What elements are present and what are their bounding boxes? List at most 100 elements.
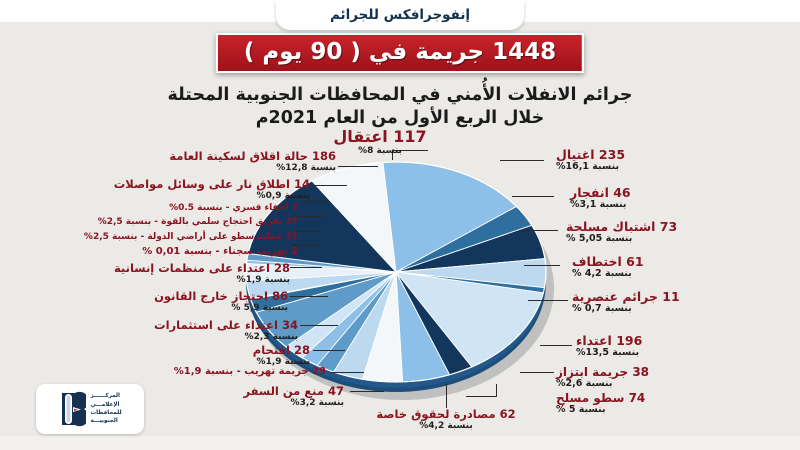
label-assassination-pct: بنسبة 16,1% xyxy=(556,161,620,172)
label-armed-robbery-title: 74 سطو مسلح xyxy=(556,391,646,405)
page-title-line1: جرائم الانفلات الأُمني في المحافظات الجن… xyxy=(167,85,633,105)
logo-line4: الجنوبيـــة xyxy=(90,418,118,425)
leader-arrest xyxy=(392,150,428,151)
leader-arrest-v xyxy=(392,150,393,160)
leader-travel xyxy=(350,391,384,392)
label-investment-assault-pct: بنسبة 2,3% xyxy=(244,331,298,342)
label-smuggling-title: 29 جريمة تهريب - بنسبة 1,9% xyxy=(173,366,326,377)
label-rights-seizure-title: 62 مصادرة لحقوق خاصة xyxy=(376,407,516,421)
logo-line3: للمحافظات xyxy=(90,410,122,416)
label-illegal-detention-pct: بنسبة 5,9 % xyxy=(231,302,288,313)
label-investment-assault-title: 34 اعتداء على استثمارات xyxy=(154,318,298,332)
pie-chart xyxy=(226,148,566,410)
label-transport-shooting-pct: بنسبة 0,9% xyxy=(256,190,310,201)
leader-storming xyxy=(313,350,345,351)
label-armed-clash-pct: بنسبة 5,05 % xyxy=(566,233,633,244)
label-armed-clash: 73 اشتباك مسلحة بنسبة 5,05 % xyxy=(566,220,794,245)
label-racist-crimes-title: 11 جرائم عنصرية xyxy=(572,289,680,304)
label-prisoner-smuggle-title: 2 تهريب سجناء - بنسبة 0,01 % xyxy=(142,246,298,257)
leader-kidnap xyxy=(524,265,560,266)
label-travel-ban: 47 منع من السفر بنسبة 3,2% xyxy=(120,385,344,408)
total-banner-box: 1448 جريمة في ( 90 يوم ) xyxy=(215,33,585,73)
logo-line2: الإعلامـــي xyxy=(90,401,120,408)
label-explosion-pct: بنسبة 3,1% xyxy=(570,199,627,210)
label-travel-ban-title: 47 منع من السفر xyxy=(243,384,344,398)
top-ribbon: إنفوجرافكس للجرائم xyxy=(276,0,524,30)
label-assassination: 235 اغتيال بنسبة 16,1% xyxy=(556,148,794,173)
leader-detention xyxy=(290,296,328,297)
label-ngo-assault: 28 اعتداء على منظمات إنسانية بنسبة 1,9% xyxy=(20,262,290,285)
leader-disappear xyxy=(300,201,330,202)
label-smuggling: 29 جريمة تهريب - بنسبة 1,9% xyxy=(70,366,326,377)
leader-robbery xyxy=(466,396,496,397)
label-assault-title: 196 اعتداء xyxy=(576,333,643,348)
total-banner-text: 1448 جريمة في ( 90 يوم ) xyxy=(243,39,557,65)
label-armed-robbery: 74 سطو مسلح بنسبة 5 % xyxy=(556,391,794,416)
label-storming-pct: بنسبة 1,9% xyxy=(256,356,310,367)
label-explosion-title: 46 انفجار xyxy=(570,185,631,200)
leader-assault xyxy=(540,345,572,346)
label-extortion-title: 38 جريمة ابتزاز xyxy=(556,365,650,379)
leader-clash xyxy=(520,230,558,231)
label-ngo-assault-title: 28 اعتداء على منظمات إنسانية xyxy=(113,261,290,275)
label-illegal-detention-title: 86 احتجاز خارج القانون xyxy=(154,289,288,303)
label-protest-dispersal-title: 37 تفريق احتجاج سلمي بالقوة - بنسبة 2,5% xyxy=(97,217,298,227)
leader-stateland xyxy=(292,231,322,232)
label-prisoner-smuggle: 2 تهريب سجناء - بنسبة 0,01 % xyxy=(20,246,298,257)
page-title-line2: خلال الربع الأول من العام 2021م xyxy=(255,108,545,129)
label-state-land-robbery: 37 عملية سطو على أراضي الدولة - بنسبة 2,… xyxy=(4,232,298,242)
label-transport-shooting-title: 14 اطلاق نار على وسائل مواصلات xyxy=(113,177,310,191)
label-illegal-detention: 86 احتجاز خارج القانون بنسبة 5,9 % xyxy=(30,290,288,313)
label-public-disturbance-title: 186 حالة اقلاق لسكينة العامة xyxy=(169,149,336,163)
logo-text: المركــــــز الإعلامـــي للمحافظات الجنو… xyxy=(90,392,121,426)
label-racist-crimes-pct: بنسبة 0,7 % xyxy=(572,303,632,314)
leader-extortion xyxy=(520,372,554,373)
label-storming-title: 28 اقتحام xyxy=(252,343,310,357)
label-kidnapping-title: 61 اختطاف xyxy=(572,254,644,269)
leader-transport xyxy=(313,185,347,186)
label-rights-seizure-pct: بنسبة 4,2% xyxy=(419,420,473,431)
label-storming: 28 اقتحام بنسبة 1,9% xyxy=(90,344,310,367)
label-assassination-title: 235 اغتيال xyxy=(556,147,626,162)
leader-investment xyxy=(300,325,338,326)
logo-line1: المركــــــز xyxy=(90,393,120,400)
label-explosion: 46 انفجار بنسبة 3,1% xyxy=(570,186,794,211)
leader-racist xyxy=(528,300,568,301)
label-kidnapping-pct: بنسبة 4,2 % xyxy=(572,268,632,279)
label-extortion: 38 جريمة ابتزاز بنسبة 2,6% xyxy=(556,365,794,390)
page-title: جرائم الانفلات الأُمني في المحافظات الجن… xyxy=(0,84,800,130)
leader-smuggling xyxy=(330,372,364,373)
logo-mark-icon xyxy=(58,389,90,429)
leader-robbery-v xyxy=(496,384,497,397)
label-protest-dispersal: 37 تفريق احتجاج سلمي بالقوة - بنسبة 2,5% xyxy=(6,217,298,227)
leader-protest xyxy=(295,216,325,217)
label-arrest-title: 117 اعتقال xyxy=(333,127,427,146)
label-ngo-assault-pct: بنسبة 1,9% xyxy=(236,274,290,285)
label-state-land-robbery-title: 37 عملية سطو على أراضي الدولة - بنسبة 2,… xyxy=(83,232,298,242)
total-banner: 1448 جريمة في ( 90 يوم ) xyxy=(215,33,585,73)
label-armed-clash-title: 73 اشتباك مسلحة xyxy=(566,219,678,234)
leader-rights-v xyxy=(446,384,447,408)
label-armed-robbery-pct: بنسبة 5 % xyxy=(556,404,606,416)
label-travel-ban-pct: بنسبة 3,2% xyxy=(290,397,344,408)
label-public-disturbance: 186 حالة اقلاق لسكينة العامة بنسبة 12,8% xyxy=(10,150,336,173)
label-rights-seizure: 62 مصادرة لحقوق خاصة بنسبة 4,2% xyxy=(330,408,562,431)
label-public-disturbance-pct: بنسبة 12,8% xyxy=(276,162,336,173)
label-arrest: 117 اعتقال بنسبة 8% xyxy=(300,128,460,156)
leader-disturbance xyxy=(338,166,378,167)
logo: المركــــــز الإعلامـــي للمحافظات الجنو… xyxy=(36,384,144,434)
label-racist-crimes: 11 جرائم عنصرية بنسبة 0,7 % xyxy=(572,290,794,315)
pie-slices xyxy=(245,161,547,383)
label-arrest-pct: بنسبة 8% xyxy=(358,145,402,156)
leader-assassination xyxy=(500,160,544,161)
pie-outline xyxy=(245,161,547,383)
leader-ngo xyxy=(290,267,322,268)
leader-explosion xyxy=(512,196,554,197)
label-assault: 196 اعتداء بنسبة 13,5% xyxy=(576,334,794,359)
ribbon-label: إنفوجرافكس للجرائم xyxy=(329,7,471,23)
label-investment-assault: 34 اعتداء على استثمارات بنسبة 2,3% xyxy=(42,319,298,342)
label-transport-shooting: 14 اطلاق نار على وسائل مواصلات بنسبة 0,9… xyxy=(10,178,310,201)
leader-prisoner xyxy=(292,245,322,246)
pie-chart-svg xyxy=(245,161,554,400)
